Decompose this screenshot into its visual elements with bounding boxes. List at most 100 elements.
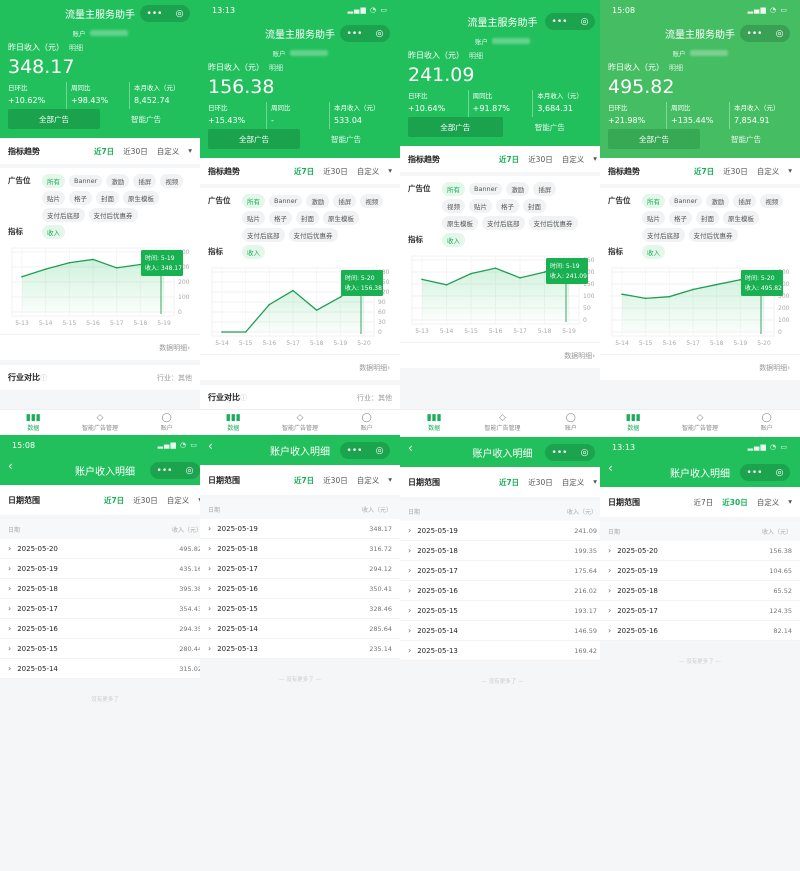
tab-all-ads[interactable]: 全部广告 [8,109,100,129]
table-row[interactable]: › 2025-05-18 316.72 [200,539,400,559]
tab-smart-ads[interactable]: 智能广告 [131,114,161,124]
ad-slot-chip[interactable]: 插屏 [133,173,157,188]
ad-slot-chip[interactable]: 封面 [523,198,546,213]
table-row[interactable]: › 2025-05-16 350.41 [200,579,400,599]
nav-account[interactable]: ◯ 账户 [537,410,605,435]
range-tab[interactable]: 自定义 [156,146,180,156]
chevron-right-icon[interactable]: › [8,604,12,613]
ad-slot-chip[interactable]: 原生模板 [442,215,478,230]
table-row[interactable]: › 2025-05-20 495.82 [0,539,210,559]
chevron-down-icon[interactable]: ▾ [388,474,392,484]
ad-slot-chip[interactable]: 激励 [506,181,530,196]
table-row[interactable]: › 2025-05-19 435.16 [0,559,210,579]
miniprogram-capsule[interactable]: ••• ◎ [740,464,790,481]
ad-slot-chip[interactable]: 封面 [296,210,319,225]
close-target-icon[interactable]: ◎ [580,16,589,27]
data-detail-link[interactable]: 数据明细 › [200,354,400,380]
ad-slot-chip[interactable]: 贴片 [42,190,65,205]
table-row[interactable]: › 2025-05-17 124.35 [600,601,800,621]
table-row[interactable]: › 2025-05-16 216.02 [400,581,605,601]
ad-slot-chip[interactable]: 支付后优惠券 [288,227,338,242]
back-icon[interactable]: ‹ [608,461,613,475]
more-icon[interactable]: ••• [746,28,763,39]
ad-slot-chip[interactable]: 支付后优惠券 [688,227,738,242]
miniprogram-capsule[interactable]: ••• ◎ [340,25,390,42]
chevron-down-icon[interactable]: ▾ [788,496,792,506]
account-row[interactable]: 账户 [8,26,192,40]
more-icon[interactable]: ••• [346,445,363,456]
ad-slot-chip[interactable]: 支付后底部 [642,227,685,242]
chevron-right-icon[interactable]: › [208,524,212,533]
chevron-right-icon[interactable]: › [8,564,12,573]
table-row[interactable]: › 2025-05-16 82.14 [600,621,800,641]
ad-slot-chip[interactable]: 支付后底部 [482,215,525,230]
more-icon[interactable]: ••• [346,28,363,39]
chevron-right-icon[interactable]: › [408,526,412,535]
ad-slot-chip[interactable]: 视频 [442,198,465,213]
ad-slot-chip[interactable]: 原生模板 [123,190,159,205]
chevron-right-icon[interactable]: › [8,664,12,673]
range-tab[interactable]: 近30日 [323,166,348,176]
chevron-right-icon[interactable]: › [608,546,612,555]
ad-slot-chip[interactable]: 贴片 [242,210,265,225]
nav-account[interactable]: ◯ 账户 [333,410,400,435]
chevron-right-icon[interactable]: › [208,644,212,653]
range-tab[interactable]: 近7日 [103,495,125,505]
more-icon[interactable]: ••• [156,465,173,476]
more-icon[interactable]: ••• [146,8,163,19]
detail-link[interactable]: 明细 [69,43,83,52]
ad-slot-chip[interactable]: 格子 [669,210,692,225]
detail-link[interactable]: 明细 [269,63,283,72]
chevron-down-icon[interactable]: ▾ [593,153,597,163]
industry-compare-row[interactable]: 行业对比 ⓘ 行业：其他 [0,360,200,390]
miniprogram-capsule[interactable]: ••• ◎ [740,25,790,42]
nav-account[interactable]: ◯ 账户 [133,410,200,435]
ad-slot-chip[interactable]: 支付后优惠券 [88,207,138,222]
ad-slot-chip[interactable]: 插屏 [333,193,357,208]
chevron-right-icon[interactable]: › [8,544,12,553]
ad-slot-chip[interactable]: 支付后底部 [42,207,85,222]
table-row[interactable]: › 2025-05-14 146.59 [400,621,605,641]
account-row[interactable]: 账户 [208,46,392,60]
chevron-right-icon[interactable]: › [208,604,212,613]
ad-slot-chip[interactable]: 激励 [106,173,130,188]
chevron-right-icon[interactable]: › [608,566,612,575]
data-detail-link[interactable]: 数据明细 › [0,334,200,360]
table-row[interactable]: › 2025-05-19 241.09 [400,521,605,541]
chevron-right-icon[interactable]: › [208,624,212,633]
range-tab[interactable]: 近30日 [528,154,553,164]
nav-smart-ads[interactable]: ◇ 智能广告管理 [267,410,334,435]
table-row[interactable]: › 2025-05-13 235.14 [200,639,400,659]
ad-slot-chip[interactable]: 支付后优惠券 [528,215,578,230]
ad-slot-chip[interactable]: 插屏 [533,181,557,196]
close-target-icon[interactable]: ◎ [580,447,589,458]
chevron-right-icon[interactable]: › [208,544,212,553]
table-row[interactable]: › 2025-05-13 169.42 [400,641,605,661]
metric-chip[interactable]: 收入 [642,244,665,259]
more-icon[interactable]: ••• [551,447,568,458]
close-target-icon[interactable]: ◎ [375,445,384,456]
range-tab[interactable]: 近7日 [293,166,315,176]
account-row[interactable]: 账户 [408,34,597,48]
range-tab[interactable]: 近30日 [528,477,553,487]
close-target-icon[interactable]: ◎ [375,28,384,39]
chevron-right-icon[interactable]: › [408,626,412,635]
range-tab[interactable]: 近30日 [123,146,148,156]
range-tab[interactable]: 近7日 [498,154,520,164]
nav-smart-ads[interactable]: ◇ 智能广告管理 [67,410,134,435]
close-target-icon[interactable]: ◎ [775,467,784,478]
ad-slot-chip[interactable]: 原生模板 [323,210,359,225]
ad-slot-chip[interactable]: Banner [269,194,303,207]
range-tab[interactable]: 自定义 [561,154,585,164]
nav-data[interactable]: ▮▮▮ 数据 [400,410,468,435]
ad-slot-chip[interactable]: 视频 [360,193,384,208]
ad-slot-chip[interactable]: 激励 [306,193,330,208]
chevron-down-icon[interactable]: ▾ [593,476,597,486]
close-target-icon[interactable]: ◎ [175,8,184,19]
nav-smart-ads[interactable]: ◇ 智能广告管理 [667,410,734,435]
table-row[interactable]: › 2025-05-15 280.44 [0,639,210,659]
range-tab[interactable]: 近30日 [723,166,748,176]
metric-chip[interactable]: 收入 [442,232,465,247]
ad-slot-chip[interactable]: Banner [669,194,703,207]
table-row[interactable]: › 2025-05-17 175.64 [400,561,605,581]
